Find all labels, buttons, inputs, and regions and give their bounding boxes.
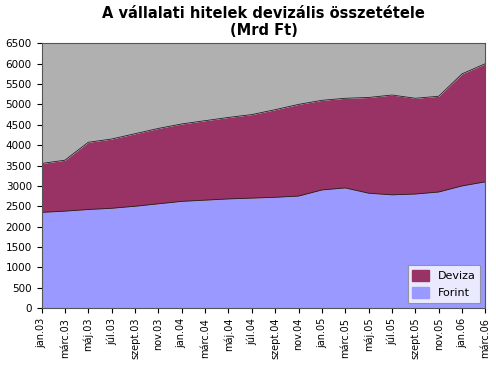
Title: A vállalati hitelek devizális összetétele
(Mrd Ft): A vállalati hitelek devizális összetétel… [102, 5, 425, 38]
Legend: Deviza, Forint: Deviza, Forint [408, 265, 480, 303]
